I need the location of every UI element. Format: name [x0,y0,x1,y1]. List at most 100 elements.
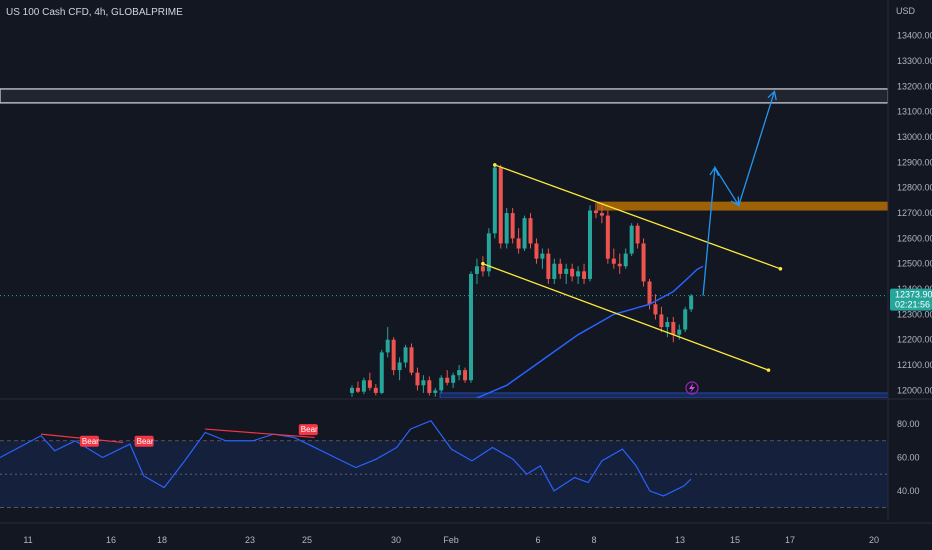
channel-anchor [481,261,485,266]
demand-zone [439,392,888,398]
price-tag-countdown: 02:21:56 [895,300,930,310]
channel-lower-line [482,263,769,371]
candle [510,213,515,239]
price-axis-tick: 12500.00 [897,259,932,269]
candle [599,213,604,216]
candle [474,266,479,274]
bear-label-text: Bear [137,437,154,446]
resistance-zone [0,88,888,104]
candle [623,253,628,267]
candle [653,304,658,315]
candle [427,380,432,393]
bear-label-text: Bear [301,425,318,434]
candle [350,387,354,393]
x-axis-tick: 23 [245,535,255,545]
forecast-path [702,91,776,296]
candle [457,370,462,376]
price-axis-tick: 13000.00 [897,132,932,142]
bear-label-text: Bear [82,437,99,446]
candle [433,390,438,393]
bear-label: Bear [134,435,154,447]
symbol-title[interactable]: US 100 Cash CFD, 4h, GLOBALPRIME [6,7,183,18]
candle [641,243,646,282]
candle [576,271,581,277]
rsi-line [0,419,692,497]
candle [486,233,491,272]
candle [480,266,485,272]
candle [647,281,652,305]
forecast-arrowhead [730,196,740,207]
candle [635,225,640,244]
price-tag-value: 12373.90 [895,290,932,300]
candle [552,263,557,279]
candle [564,268,569,274]
price-axis-tick: 12100.00 [897,360,932,370]
candle [463,370,468,381]
candle [391,339,396,371]
candle [534,243,539,259]
candle [403,347,408,363]
forecast-arrowhead [767,90,777,101]
price-axis-tick: 13300.00 [897,56,932,66]
candle [528,218,533,244]
candle [415,372,420,386]
bear-label: Bear [79,435,99,447]
candle [451,375,456,383]
candle [558,263,563,274]
candle [469,273,473,381]
candle [540,253,545,259]
x-axis-tick: 13 [675,535,685,545]
candle [605,215,610,259]
candle [445,377,450,383]
rsi-axis-tick: 40.00 [897,486,920,496]
price-axis-tick: 12900.00 [897,157,932,167]
bear-divergence-line [205,428,315,439]
price-axis-tick: 13400.00 [897,31,932,41]
candle [593,210,598,214]
candle [611,258,616,264]
x-axis-tick: 11 [23,535,32,545]
candle [355,387,360,392]
x-axis-tick: Feb [443,535,459,545]
x-axis-tick: 18 [157,535,167,545]
candle [617,263,622,267]
price-axis-tick: 12600.00 [897,233,932,243]
supply-zone [597,201,888,211]
x-axis-tick: 30 [391,535,401,545]
candle [492,167,497,234]
rsi-pane: Bear Bear Bear [0,419,888,509]
candle [546,253,551,279]
candle [504,213,509,244]
price-pane [0,88,888,398]
price-axis-tick: 13200.00 [897,81,932,91]
candle [498,167,503,244]
x-axis-tick: 16 [106,535,116,545]
candle [570,268,575,277]
candle [367,380,372,388]
candle [397,362,402,371]
x-axis-tick: 8 [591,535,596,545]
bear-label: Bear [298,424,318,436]
candle [385,339,390,353]
candle [516,238,521,249]
price-axis-tick: 12000.00 [897,385,932,395]
candle [522,218,527,249]
price-axis-tick: 12300.00 [897,309,932,319]
candle [629,225,634,254]
candle [665,322,670,328]
rsi-axis-tick: 80.00 [897,419,920,429]
candle [439,377,444,391]
x-axis-tick: 17 [785,535,795,545]
rsi-axis-tick: 60.00 [897,452,920,462]
x-axis-tick: 25 [302,535,312,545]
moving-average-line [475,265,704,398]
channel-anchor [766,368,771,372]
x-axis-tick: 6 [535,535,540,545]
candle [373,387,378,393]
price-axis-tick: 12700.00 [897,208,932,218]
candle [671,322,676,335]
x-axis-tick: 20 [869,535,879,545]
